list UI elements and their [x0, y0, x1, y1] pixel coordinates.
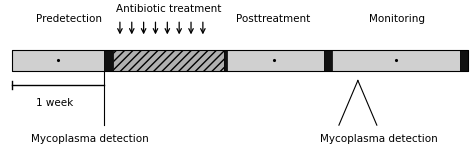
- Bar: [12, 49, 104, 71]
- Bar: [104, 49, 113, 71]
- Text: Antibiotic treatment: Antibiotic treatment: [116, 4, 221, 14]
- Text: Mycoplasma detection: Mycoplasma detection: [320, 134, 438, 144]
- Text: Monitoring: Monitoring: [369, 14, 425, 24]
- Bar: [12, 49, 468, 71]
- Bar: [460, 49, 468, 71]
- Bar: [113, 49, 224, 71]
- Bar: [324, 49, 332, 71]
- Text: Mycoplasma detection: Mycoplasma detection: [31, 134, 149, 144]
- Bar: [224, 49, 227, 71]
- Bar: [332, 49, 460, 71]
- Text: Predetection: Predetection: [36, 14, 101, 24]
- Bar: [227, 49, 324, 71]
- Text: Posttreatment: Posttreatment: [236, 14, 310, 24]
- Text: 1 week: 1 week: [36, 98, 73, 108]
